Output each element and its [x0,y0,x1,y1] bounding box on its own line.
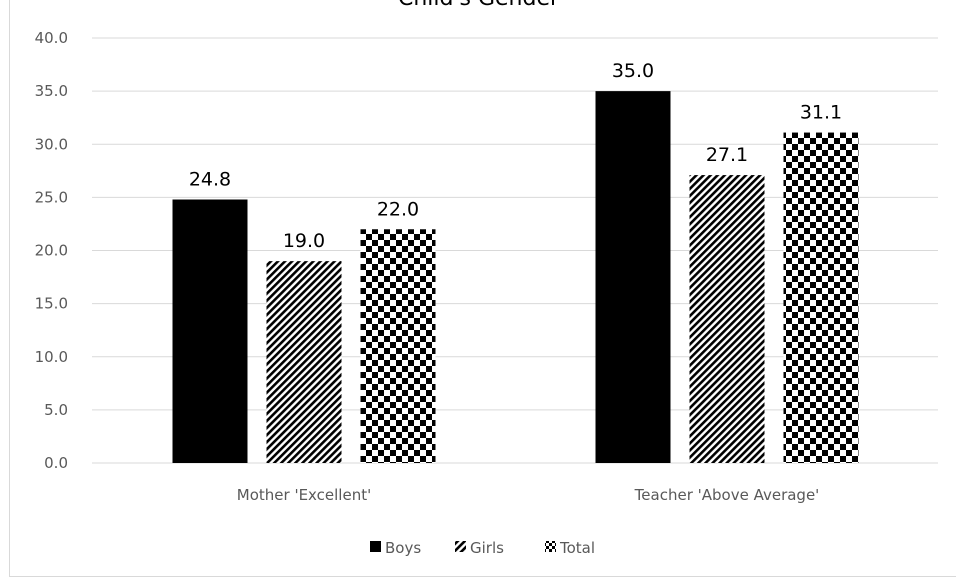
x-category-label: Mother 'Excellent' [237,486,371,504]
y-tick-label: 25.0 [35,188,68,206]
legend-swatch-girls [455,541,466,552]
legend-label: Girls [470,539,504,557]
x-category-label: Teacher 'Above Average' [634,486,820,504]
bar-boys [172,199,248,463]
legend-swatch-boys [370,541,381,552]
data-label: 19.0 [283,230,325,252]
bars [172,91,859,463]
data-label: 24.8 [189,169,231,191]
legend-label: Boys [385,539,421,557]
y-tick-label: 30.0 [35,135,68,153]
bar-total [783,132,859,463]
y-tick-label: 0.0 [44,454,68,472]
data-label: 22.0 [377,198,419,220]
y-axis-ticks: 0.0 5.0 10.0 15.0 20.0 25.0 30.0 35.0 40.0 [35,29,68,472]
chart-title: Child's Gender [0,0,957,11]
data-label: 27.1 [706,144,748,166]
bar-total [360,229,436,463]
bar-girls [689,175,765,463]
bar-boys [595,91,671,463]
legend-label: Total [559,539,595,557]
x-axis-labels: Mother 'Excellent' Teacher 'Above Average… [237,486,820,504]
y-tick-label: 10.0 [35,348,68,366]
legend: Boys Girls Total [370,539,595,557]
y-tick-label: 35.0 [35,82,68,100]
data-label: 31.1 [800,102,842,124]
bar-girls [266,261,342,463]
y-tick-label: 20.0 [35,242,68,260]
data-label: 35.0 [612,60,654,82]
chart-frame [9,0,956,577]
legend-swatch-total [545,541,556,552]
y-tick-label: 5.0 [44,401,68,419]
data-labels: 24.8 19.0 22.0 35.0 27.1 31.1 [189,60,842,252]
y-tick-label: 40.0 [35,29,68,47]
y-tick-label: 15.0 [35,295,68,313]
